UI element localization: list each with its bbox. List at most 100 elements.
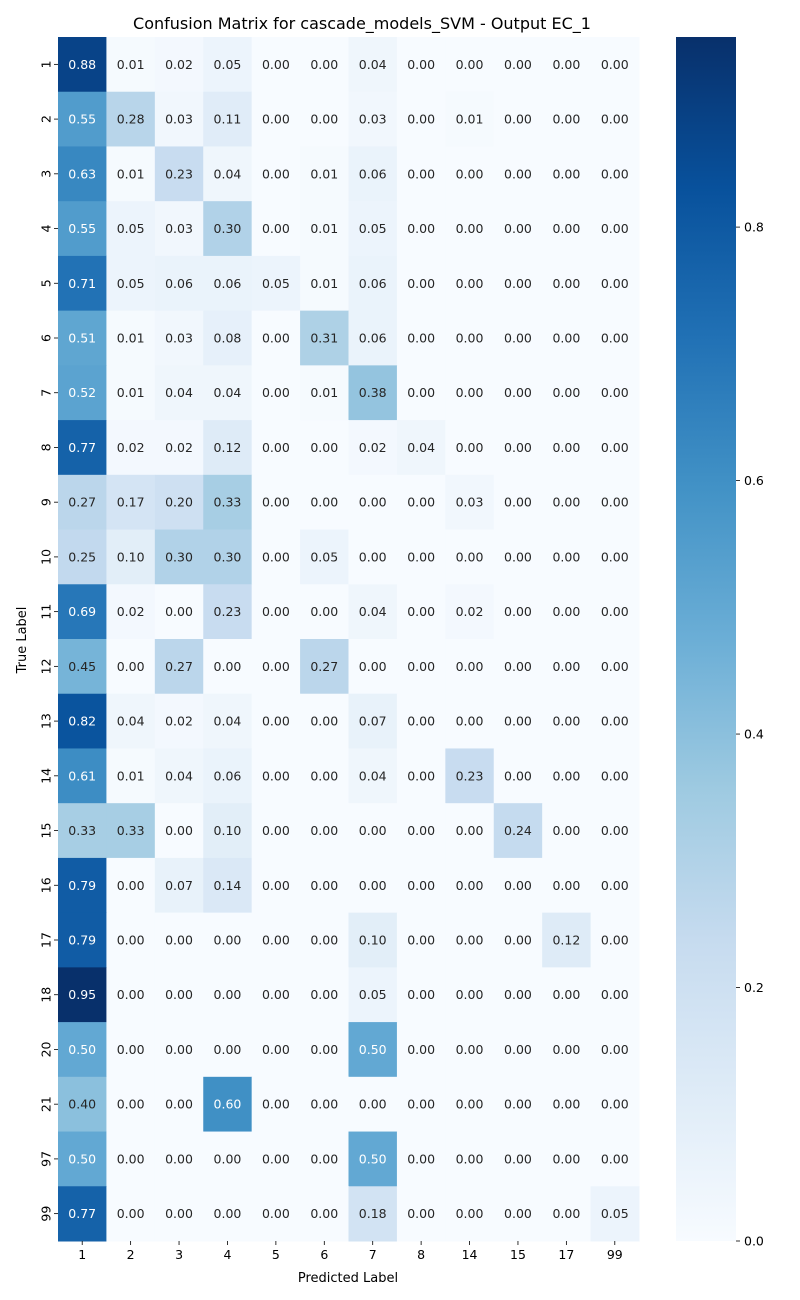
heatmap-cell-r99-c6 (300, 1186, 349, 1242)
heatmap-cell-r16-c7 (348, 857, 398, 914)
cell-value-label: 0.00 (359, 878, 387, 893)
cell-value-label: 0.04 (214, 166, 242, 181)
heatmap-cell-r2-c14 (445, 91, 495, 147)
cell-value-label: 0.04 (214, 385, 242, 400)
cell-value-label: 0.00 (310, 57, 338, 72)
heatmap-cell-r18-c8 (396, 967, 446, 1023)
heatmap-cell-r20-c14 (445, 1022, 495, 1078)
y-tick-label: 8 (39, 443, 54, 451)
heatmap-cell-r7-c8 (396, 365, 446, 421)
heatmap-cell-r97-c15 (493, 1131, 543, 1187)
heatmap-cell-r18-c4 (203, 967, 253, 1023)
heatmap-cell-r5-c15 (493, 255, 543, 312)
cell-value-label: 0.00 (407, 1206, 435, 1221)
cell-value-label: 0.00 (214, 987, 242, 1002)
heatmap-cell-r12-c6 (300, 639, 349, 695)
cell-value-label: 0.00 (262, 166, 290, 181)
cell-value-label: 0.28 (117, 112, 145, 127)
heatmap-cell-r9-c2 (106, 474, 156, 531)
cell-value-label: 0.00 (504, 1097, 532, 1112)
heatmap-cell-r3-c5 (251, 146, 301, 202)
cell-value-label: 0.52 (68, 385, 96, 400)
heatmap-cell-r9-c6 (300, 474, 349, 531)
heatmap-cell-r5-c5 (251, 255, 301, 312)
colorbar-gradient (676, 37, 736, 1241)
cell-value-label: 0.03 (165, 221, 193, 236)
y-tick-label: 11 (39, 604, 54, 620)
heatmap-cell-r21-c1 (58, 1076, 107, 1133)
heatmap-cell-r15-c2 (106, 803, 156, 859)
cell-value-label: 0.03 (165, 331, 193, 346)
cell-value-label: 0.00 (165, 1097, 193, 1112)
cell-value-label: 0.05 (359, 221, 387, 236)
cell-value-label: 0.79 (68, 878, 96, 893)
cell-value-label: 0.50 (68, 1042, 96, 1057)
cell-value-label: 0.00 (552, 276, 580, 291)
heatmap-cell-r9-c3 (154, 474, 204, 531)
cell-value-label: 0.06 (359, 276, 387, 291)
heatmap-cell-r1-c17 (542, 37, 592, 93)
cell-value-label: 0.79 (68, 933, 96, 948)
heatmap-cell-r20-c3 (154, 1022, 204, 1078)
cell-value-label: 0.00 (407, 714, 435, 729)
heatmap-cell-r10-c14 (445, 529, 495, 585)
cell-value-label: 0.00 (262, 57, 290, 72)
heatmap-cell-r17-c4 (203, 912, 253, 968)
heatmap-cell-r2-c5 (251, 91, 301, 147)
heatmap-cell-r18-c3 (154, 967, 204, 1023)
heatmap-cell-r5-c99 (590, 255, 640, 312)
cell-value-label: 0.04 (359, 604, 387, 619)
heatmap-cell-r6-c99 (590, 310, 640, 366)
heatmap-cell-r97-c14 (445, 1131, 495, 1187)
heatmap-cell-r10-c7 (348, 529, 398, 585)
heatmap-cell-r2-c99 (590, 91, 640, 147)
cell-value-label: 0.00 (456, 1151, 484, 1166)
heatmap-cell-r17-c15 (493, 912, 543, 968)
heatmap-cell-r5-c3 (154, 255, 204, 312)
heatmap-cell-r7-c5 (251, 365, 301, 421)
cell-value-label: 0.00 (407, 276, 435, 291)
cell-value-label: 0.14 (214, 878, 242, 893)
heatmap-cell-r2-c2 (106, 91, 156, 147)
y-tick-label: 14 (39, 768, 54, 784)
cell-value-label: 0.05 (262, 276, 290, 291)
cell-value-label: 0.00 (359, 659, 387, 674)
heatmap-cell-r5-c4 (203, 255, 253, 312)
heatmap-cell-r11-c8 (396, 584, 446, 640)
heatmap-cell-r99-c4 (203, 1186, 253, 1242)
cell-value-label: 0.10 (117, 549, 145, 564)
heatmap-cell-r8-c5 (251, 420, 301, 476)
cell-value-label: 0.77 (68, 440, 96, 455)
cell-value-label: 0.55 (68, 221, 96, 236)
heatmap-cell-r12-c14 (445, 639, 495, 695)
heatmap-cell-r7-c3 (154, 365, 204, 421)
heatmap-cell-r17-c99 (590, 912, 640, 968)
cell-value-label: 0.00 (262, 1151, 290, 1166)
cell-value-label: 0.11 (214, 112, 242, 127)
heatmap-cell-r14-c15 (493, 748, 543, 804)
cell-value-label: 0.00 (407, 823, 435, 838)
cell-value-label: 0.02 (165, 57, 193, 72)
cell-value-label: 0.50 (359, 1151, 387, 1166)
cell-value-label: 0.00 (504, 987, 532, 1002)
heatmap-cell-r18-c6 (300, 967, 349, 1023)
heatmap-cell-r15-c3 (154, 803, 204, 859)
heatmap-cell-r6-c15 (493, 310, 543, 366)
cell-value-label: 0.10 (214, 823, 242, 838)
heatmap-cell-r13-c5 (251, 693, 301, 749)
cell-value-label: 0.00 (262, 714, 290, 729)
cell-value-label: 0.01 (310, 221, 338, 236)
heatmap-cell-r20-c15 (493, 1022, 543, 1078)
heatmap-cell-r8-c6 (300, 420, 349, 476)
heatmap-cell-r16-c4 (203, 857, 253, 914)
heatmap-cell-r17-c3 (154, 912, 204, 968)
cell-value-label: 0.01 (456, 112, 484, 127)
heatmap-cell-r3-c6 (300, 146, 349, 202)
colorbar-tick-label: 0.6 (744, 473, 764, 488)
cell-value-label: 0.00 (310, 933, 338, 948)
cell-value-label: 0.71 (68, 276, 96, 291)
cell-value-label: 0.03 (359, 112, 387, 127)
cell-value-label: 0.00 (552, 1151, 580, 1166)
heatmap-cell-r97-c1 (58, 1131, 107, 1187)
cell-value-label: 0.06 (214, 768, 242, 783)
